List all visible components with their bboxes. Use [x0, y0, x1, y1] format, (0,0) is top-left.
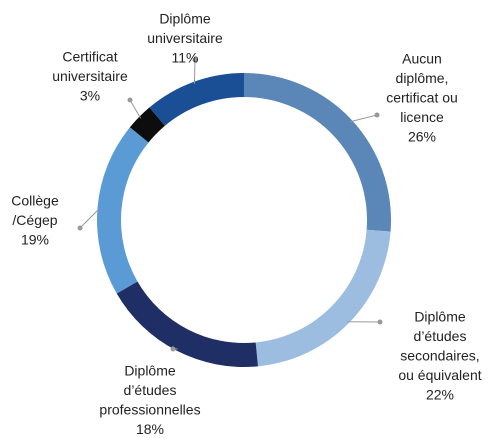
value-label: 11%	[172, 50, 199, 66]
value-label: 3%	[80, 88, 100, 104]
value-label: 26%	[408, 129, 436, 145]
segment-label: Diplôme	[159, 11, 211, 27]
donut-segment	[97, 127, 149, 294]
segment-label: Aucun	[402, 51, 442, 67]
segment-label: licence	[400, 109, 444, 125]
segment-label: ou équivalent	[398, 367, 481, 383]
segment-label: Certificat	[62, 49, 117, 65]
segment-label: Diplôme	[414, 309, 466, 325]
segment-label: d’études	[414, 328, 467, 344]
leader-dot	[377, 319, 383, 325]
value-label: 22%	[426, 387, 454, 403]
leader-dot	[374, 112, 380, 118]
leader-dot	[77, 225, 83, 231]
segment-label: diplôme,	[396, 70, 449, 86]
value-label: 18%	[136, 421, 164, 437]
segment-label: universitaire	[52, 68, 128, 84]
segment-label: /Cégep	[12, 212, 57, 228]
leader-dot	[170, 346, 176, 352]
segment-label: d’études	[124, 382, 177, 398]
segment-label: universitaire	[147, 30, 223, 46]
leader-line	[350, 114, 378, 123]
segment-label: certificat ou	[386, 90, 458, 106]
donut-segment	[149, 73, 244, 126]
segment-label: Collège	[11, 193, 59, 209]
donut-segment	[129, 107, 165, 143]
segment-label: professionnelles	[99, 402, 200, 418]
donut-segment	[244, 73, 391, 232]
segment-label: Diplôme	[124, 363, 176, 379]
leader-dot	[192, 57, 198, 63]
donut-segment	[255, 229, 391, 367]
value-label: 19%	[21, 232, 49, 248]
donut-segment	[116, 281, 258, 368]
segment-label: secondaires,	[400, 348, 479, 364]
leader-line	[193, 59, 196, 84]
leader-line	[79, 208, 100, 229]
leader-line	[129, 99, 142, 119]
leader-dot	[127, 97, 133, 103]
